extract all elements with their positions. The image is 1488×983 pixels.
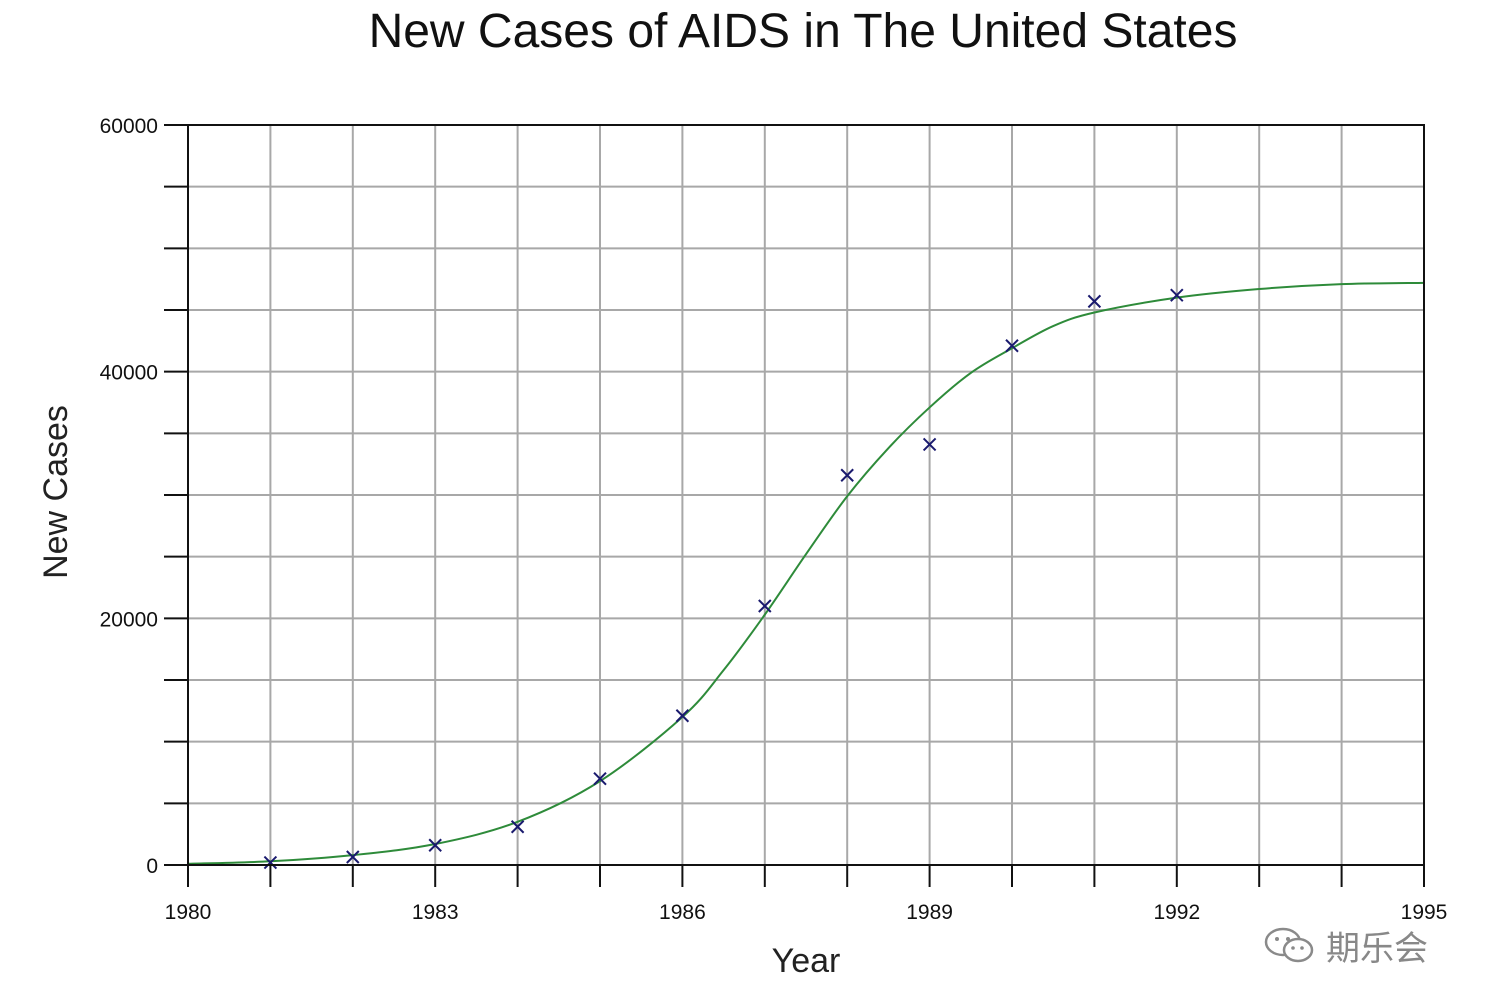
x-tick-label: 1980 xyxy=(165,901,212,924)
marker-stroke xyxy=(1087,294,1102,309)
fitted-curve xyxy=(187,281,1425,865)
marker-stroke xyxy=(758,599,772,613)
data-point xyxy=(1170,288,1184,302)
y-axis-title: New Cases xyxy=(37,405,75,579)
marker-stroke xyxy=(1170,288,1184,302)
x-axis-title: Year xyxy=(772,942,841,980)
plot-frame xyxy=(187,124,1425,866)
x-axis: 1980 1983 1986 1989 1992 1995 xyxy=(165,865,1448,924)
data-points xyxy=(263,288,1184,870)
marker-stroke xyxy=(263,855,278,870)
marker-stroke xyxy=(428,838,442,852)
marker-stroke xyxy=(675,709,690,723)
marker-stroke xyxy=(1005,339,1019,353)
chart-title: New Cases of AIDS in The United States xyxy=(368,5,1238,58)
data-point xyxy=(675,709,690,723)
data-point xyxy=(346,850,360,864)
marker-stroke xyxy=(346,850,360,864)
x-tick-label: 1986 xyxy=(659,901,706,924)
data-point xyxy=(840,468,854,482)
watermark: 期乐会 xyxy=(1262,922,1428,969)
data-point xyxy=(922,437,937,452)
wechat-icon xyxy=(1264,927,1314,963)
data-point xyxy=(758,599,772,613)
data-point xyxy=(1005,339,1019,353)
y-tick-label: 0 xyxy=(146,855,158,878)
data-point xyxy=(593,771,607,786)
marker-stroke xyxy=(840,468,854,482)
watermark-text: 期乐会 xyxy=(1326,928,1428,969)
y-axis: 0 20000 40000 60000 xyxy=(100,115,188,878)
y-tick-label: 60000 xyxy=(100,115,158,138)
data-point xyxy=(263,855,278,870)
marker-stroke xyxy=(510,820,525,834)
x-tick-label: 1989 xyxy=(906,901,953,924)
marker-stroke xyxy=(593,771,607,786)
x-tick-label: 1995 xyxy=(1401,901,1448,924)
data-point xyxy=(1087,294,1102,309)
marker-stroke xyxy=(922,437,937,452)
y-tick-label: 20000 xyxy=(100,608,158,631)
data-point xyxy=(510,820,525,834)
x-tick-label: 1992 xyxy=(1153,901,1200,924)
x-tick-label: 1983 xyxy=(412,901,459,924)
grid xyxy=(188,125,1424,865)
data-point xyxy=(428,838,442,852)
y-tick-label: 40000 xyxy=(100,362,158,385)
